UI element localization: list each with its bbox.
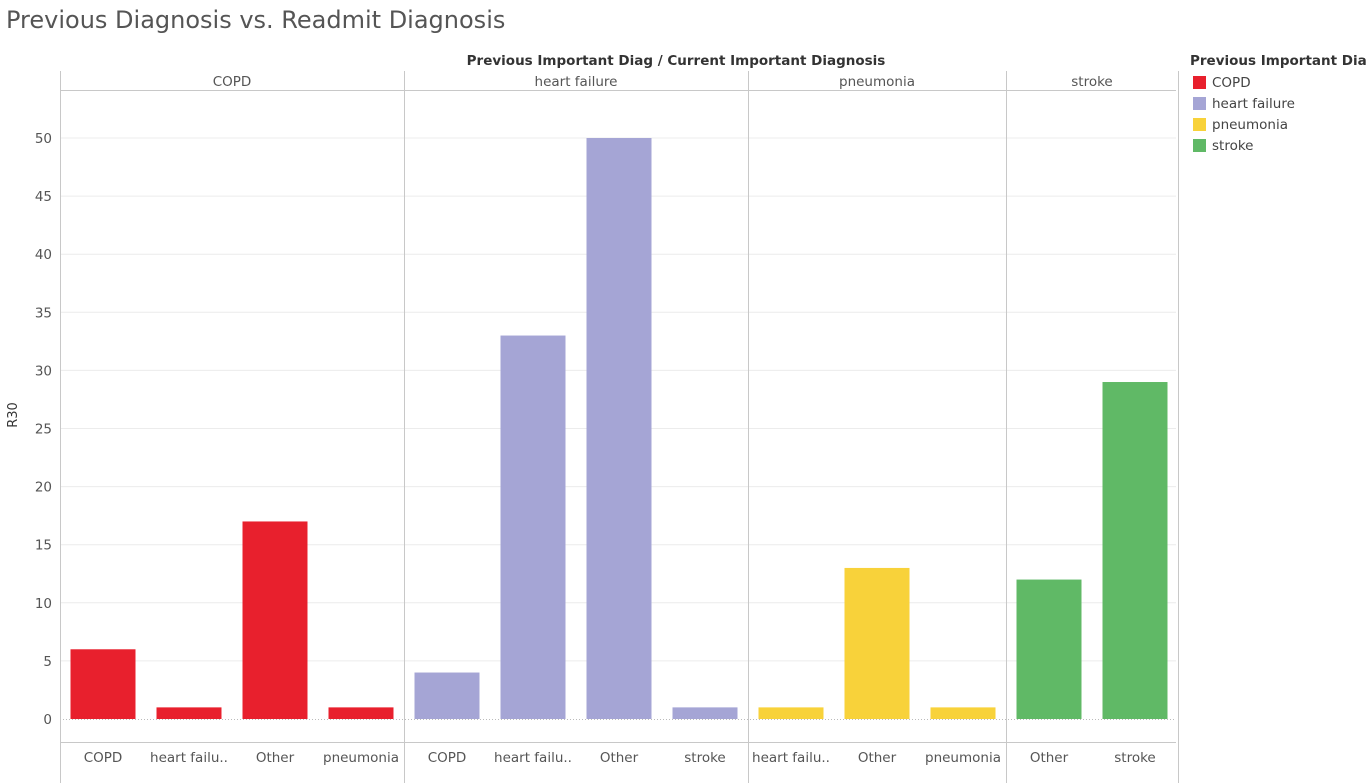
y-tick-label: 35 [35, 305, 52, 321]
panel-header-2: pneumonia [839, 74, 915, 90]
y-tick-label: 30 [35, 363, 52, 379]
bar[interactable] [156, 707, 222, 719]
y-tick-label: 45 [35, 189, 52, 205]
category-label: pneumonia [323, 750, 399, 766]
legend-swatch [1193, 118, 1206, 131]
x-axis-title: Previous Important Diag / Current Import… [467, 53, 886, 69]
legend-title: Previous Important Diag [1190, 53, 1366, 69]
panel-header-1: heart failure [535, 74, 618, 90]
category-label: Other [600, 750, 639, 766]
y-tick-label: 10 [35, 596, 52, 612]
legend-item[interactable]: stroke [1190, 135, 1366, 156]
panel-header-3: stroke [1071, 74, 1112, 90]
legend-label: stroke [1212, 137, 1254, 154]
y-tick-label: 50 [35, 131, 52, 147]
category-label: pneumonia [925, 750, 1001, 766]
bar[interactable] [70, 649, 136, 719]
bar[interactable] [242, 521, 308, 719]
bar[interactable] [414, 672, 480, 719]
bar[interactable] [930, 707, 996, 719]
y-tick-label: 0 [43, 712, 52, 728]
category-label: Other [858, 750, 897, 766]
bar[interactable] [672, 707, 738, 719]
y-tick-label: 15 [35, 538, 52, 554]
legend-swatch [1193, 97, 1206, 110]
y-tick-label: 20 [35, 480, 52, 496]
bar[interactable] [586, 138, 652, 719]
bar[interactable] [758, 707, 824, 719]
category-label: heart failu.. [752, 750, 830, 766]
legend-item[interactable]: heart failure [1190, 93, 1366, 114]
category-label: COPD [84, 750, 123, 766]
bar[interactable] [1016, 579, 1082, 719]
y-tick-label: 5 [43, 654, 52, 670]
category-label: stroke [1114, 750, 1155, 766]
category-label: COPD [428, 750, 467, 766]
legend: Previous Important Diag COPD heart failur… [1190, 53, 1366, 156]
y-axis-title: R30 [6, 402, 21, 428]
category-label: Other [256, 750, 295, 766]
bar[interactable] [500, 335, 566, 719]
category-label: Other [1030, 750, 1069, 766]
legend-label: COPD [1212, 74, 1251, 91]
category-label: stroke [684, 750, 725, 766]
category-label: heart failu.. [494, 750, 572, 766]
page-title: Previous Diagnosis vs. Readmit Diagnosis [6, 6, 506, 34]
legend-swatch [1193, 76, 1206, 89]
bar[interactable] [1102, 382, 1168, 719]
legend-swatch [1193, 139, 1206, 152]
panel-header-0: COPD [213, 74, 252, 90]
legend-label: pneumonia [1212, 116, 1288, 133]
legend-label: heart failure [1212, 95, 1295, 112]
legend-item[interactable]: COPD [1190, 72, 1366, 93]
legend-item[interactable]: pneumonia [1190, 114, 1366, 135]
category-label: heart failu.. [150, 750, 228, 766]
bar[interactable] [844, 567, 910, 719]
bar[interactable] [328, 707, 394, 719]
y-tick-label: 25 [35, 422, 52, 438]
y-tick-label: 40 [35, 247, 52, 263]
